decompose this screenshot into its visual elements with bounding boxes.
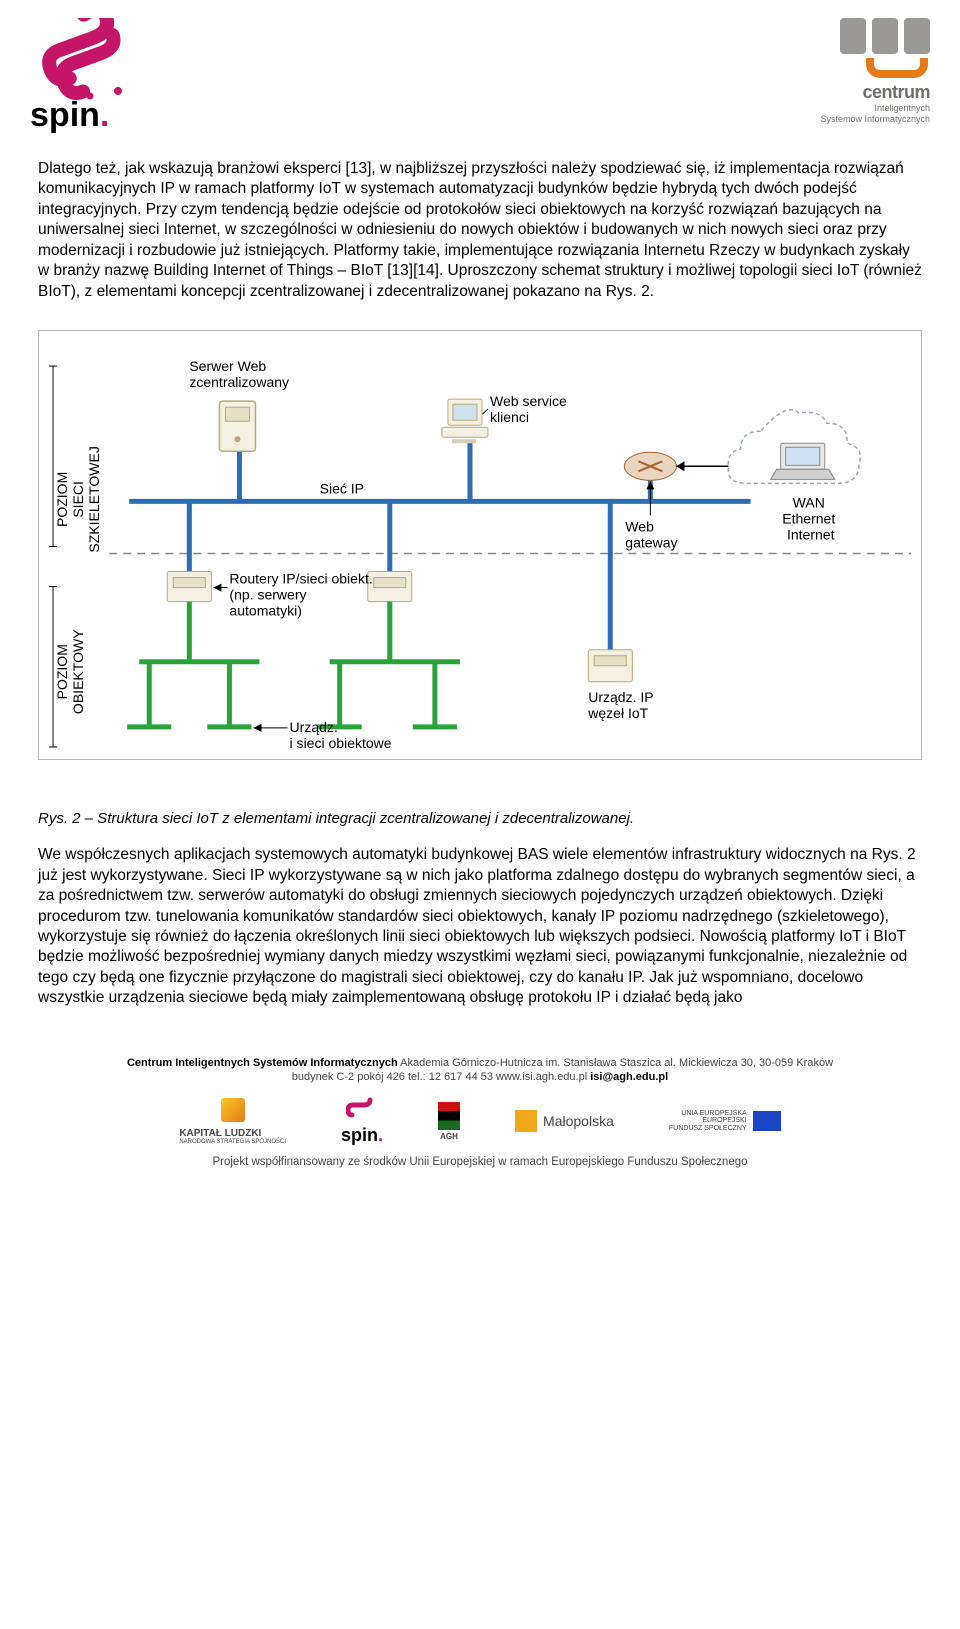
label-webservice: Web service klienci [490,393,571,425]
label-siecip: Sieć IP [320,481,364,497]
footer-logos: KAPITAŁ LUDZKI NARODOWA STRATEGIA SPÓJNO… [30,1097,930,1146]
agh-logo: AGH [438,1102,460,1141]
label-server: Serwer Web zcentralizowany [189,358,289,390]
label-urzadz: Urządz. i sieci obiektowe [290,719,392,751]
svg-text:spin.: spin. [30,96,109,134]
paragraph-2: We współczesnych aplikacjach systemowych… [38,845,922,1009]
label-urzadzip: Urządz. IP węzeł IoT [587,689,657,721]
svg-text:SIECI: SIECI [70,481,86,518]
label-wan: WAN Ethernet Internet [782,495,839,543]
figure-caption: Rys. 2 – Struktura sieci IoT z elementam… [38,810,922,827]
svg-text:OBIEKTOWY: OBIEKTOWY [70,629,86,714]
paragraph-1: Dlatego też, jak wskazują branżowi ekspe… [38,159,922,302]
label-webgw: Web gateway [625,519,677,551]
network-diagram: POZIOM SIECI SZKIELETOWEJ POZIOM OBIEKTO… [38,330,922,760]
footer-line-2: budynek C-2 pokój 426 tel.: 12 617 44 53… [30,1071,930,1083]
page-header: spin. centrum Inteligentnych Systemów In… [0,0,960,151]
footer-line-1: Centrum Inteligentnych Systemów Informat… [30,1057,930,1069]
svg-text:POZIOM: POZIOM [54,644,70,699]
page-footer: Centrum Inteligentnych Systemów Informat… [0,1027,960,1178]
footer-org: Centrum Inteligentnych Systemów Informat… [127,1057,398,1069]
kapital-logo: KAPITAŁ LUDZKI NARODOWA STRATEGIA SPÓJNO… [179,1098,286,1145]
svg-text:POZIOM: POZIOM [54,472,70,527]
svg-text:SZKIELETOWEJ: SZKIELETOWEJ [86,446,102,552]
malopolska-logo: Małopolska [515,1110,614,1132]
eu-logo: UNIA EUROPEJSKA EUROPEJSKI FUNDUSZ SPOŁE… [669,1110,781,1133]
content-area: Dlatego też, jak wskazują branżowi ekspe… [0,151,960,1027]
label-routers: Routery IP/sieci obiekt. (np. serwery au… [229,571,376,619]
centrum-sub1: Inteligentnych [790,103,930,114]
spin-logo: spin. [30,18,170,143]
footer-addr: Akademia Górniczo-Hutnicza im. Stanisław… [398,1057,833,1069]
centrum-logo: centrum Inteligentnych Systemów Informat… [790,18,930,125]
spin-small-logo: spin. [341,1097,383,1146]
centrum-word: centrum [790,82,930,103]
centrum-sub2: Systemów Informatycznych [790,114,930,125]
footer-bottom: Projekt współfinansowany ze środków Unii… [30,1156,930,1168]
